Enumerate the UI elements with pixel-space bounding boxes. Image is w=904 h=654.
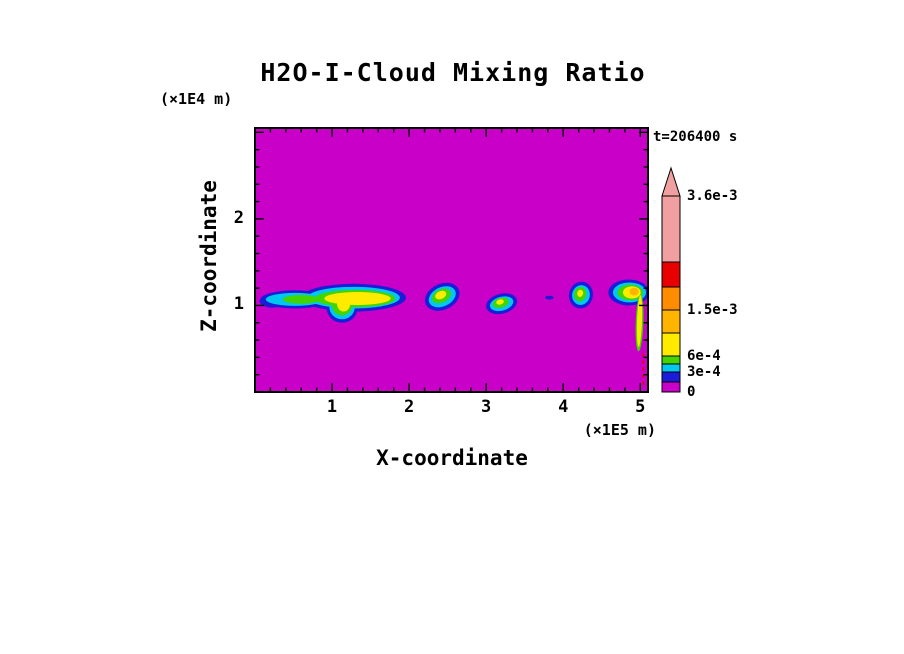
colorbar-arrow	[661, 166, 681, 197]
colorbar-segment-amber	[661, 309, 681, 334]
colorbar-segment-red	[661, 261, 681, 288]
cloud-contour-yellow	[636, 295, 643, 347]
cloud-contour-green	[282, 295, 320, 304]
plot-background	[255, 128, 648, 392]
x-tick-label: 3	[481, 397, 492, 417]
cloud-contour-yellow	[435, 290, 447, 300]
x-tick-label: 5	[635, 397, 646, 417]
z-tick-label: 2	[233, 207, 244, 228]
cloud-contour-yellow	[324, 292, 391, 306]
z-axis-label: Z-coordinate	[197, 180, 221, 332]
colorbar-label: 3e-4	[687, 364, 721, 380]
cloud-contour-yellow	[577, 289, 584, 297]
colorbar-label: 6e-4	[687, 348, 721, 364]
cloud-contour-blue	[545, 295, 554, 300]
x-tick-label: 2	[403, 397, 415, 417]
cloud-contour-yellow	[337, 295, 351, 312]
colorbar-segment-yellow	[661, 332, 681, 357]
colorbar-segment-green	[661, 355, 681, 365]
plot-border	[254, 127, 649, 393]
z-tick-label: 1	[233, 294, 244, 315]
colorbar-label: 0	[687, 384, 696, 400]
x-tick-label: 4	[558, 397, 569, 417]
colorbar-segment-cyan	[661, 363, 681, 373]
x-axis-unit: (×1E5 m)	[583, 421, 656, 439]
colorbar-segment-pink	[661, 195, 681, 263]
chart-title: H2O-I-Cloud Mixing Ratio	[260, 58, 646, 87]
contour-layer	[259, 279, 648, 388]
colorbar-segment-magenta	[661, 381, 681, 393]
x-tick-label: 1	[326, 397, 338, 417]
cloud-contour-yellow	[496, 299, 504, 305]
cloud-contour-amber	[629, 287, 639, 296]
colorbar-segment-orange	[661, 286, 681, 311]
colorbar-label: 3.6e-3	[687, 188, 738, 204]
time-annotation: t=206400 s	[653, 129, 738, 145]
colorbar-segment-blue	[661, 371, 681, 383]
colorbar-label: 1.5e-3	[687, 302, 738, 318]
z-axis-unit: (×1E4 m)	[160, 90, 233, 108]
x-axis-label: X-coordinate	[376, 446, 528, 470]
